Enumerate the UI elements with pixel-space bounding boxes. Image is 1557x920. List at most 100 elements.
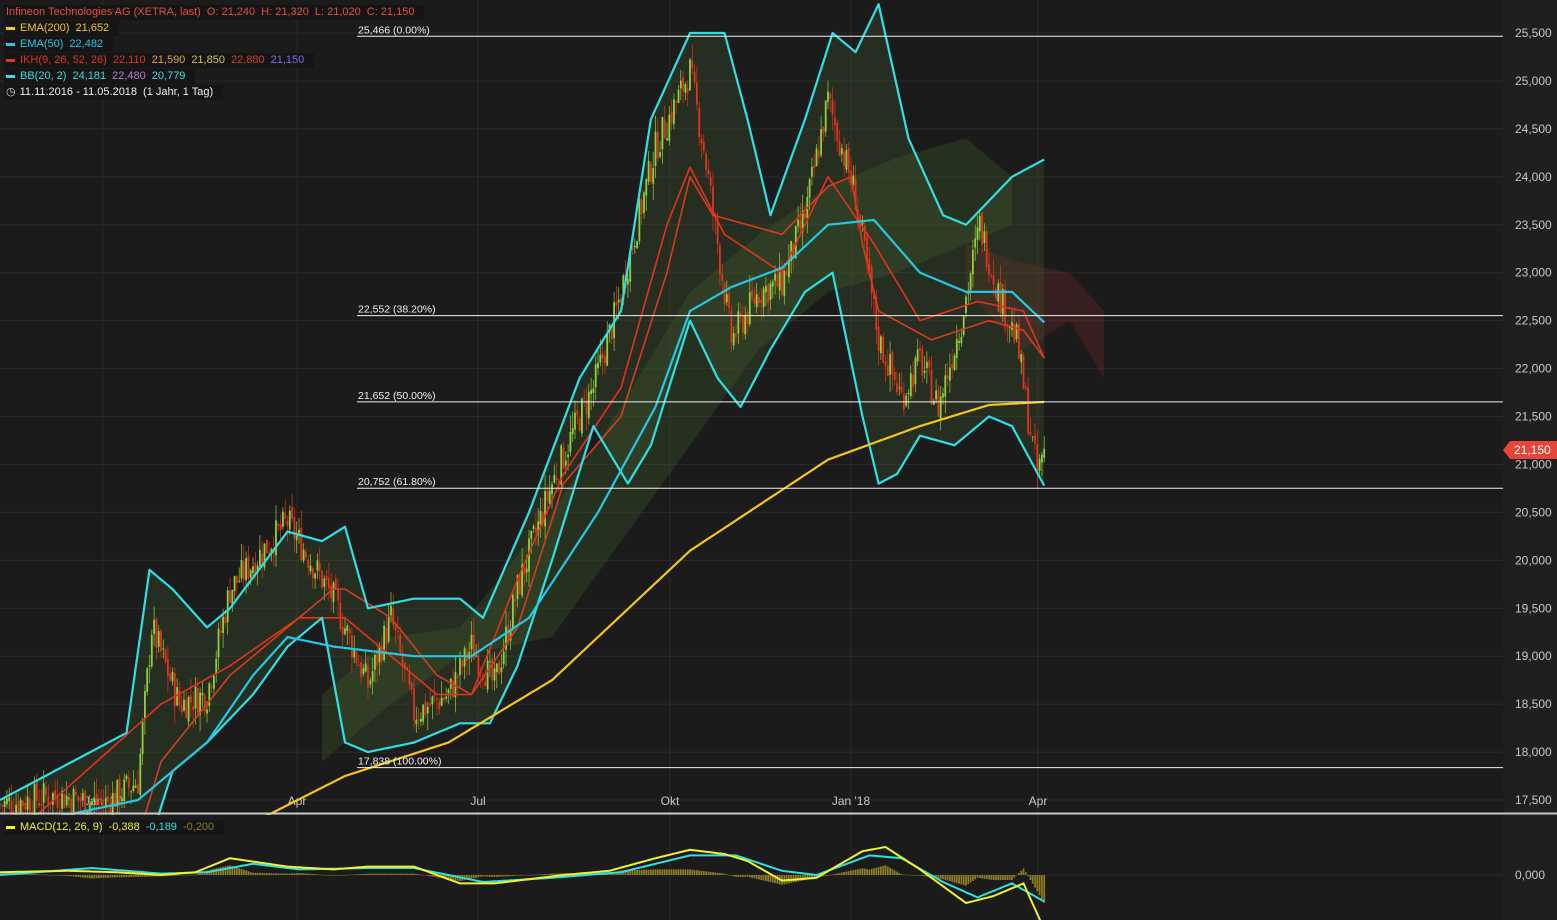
- macd-histogram-bar: [677, 869, 680, 875]
- fibonacci-label: 22,552 (38.20%): [358, 304, 436, 316]
- candle-body: [238, 580, 241, 582]
- candle-body: [100, 800, 103, 803]
- candle-body: [8, 797, 11, 801]
- macd-histogram-bar: [712, 872, 714, 875]
- macd-histogram-bar: [169, 875, 172, 876]
- candle-body: [0, 804, 1, 806]
- macd-histogram-bar: [838, 873, 841, 875]
- y-tick-label: 18,500: [1515, 697, 1552, 711]
- candle-body: [256, 565, 259, 573]
- macd-histogram-bar: [86, 875, 89, 879]
- macd-histogram-bar: [909, 874, 912, 876]
- macd-histogram-bar: [955, 875, 958, 884]
- candle-body: [949, 367, 951, 381]
- close-value: C: 21,150: [366, 6, 415, 18]
- candle-body: [1029, 431, 1032, 435]
- macd-histogram-bar: [491, 875, 494, 877]
- macd-histogram-bar: [242, 869, 245, 875]
- macd-histogram-bar: [546, 873, 549, 875]
- macd-histogram-bar: [406, 873, 408, 875]
- macd-histogram-bar: [180, 875, 183, 876]
- macd-histogram-bar: [215, 868, 218, 875]
- candle-body: [109, 802, 112, 816]
- candle-body: [567, 454, 569, 458]
- candle-body: [116, 779, 119, 807]
- candle-body: [429, 703, 431, 706]
- fibonacci-label: 21,652 (50.00%): [358, 390, 436, 402]
- candle-body: [585, 400, 588, 415]
- candle-body: [302, 549, 305, 561]
- macd-histogram-bar: [811, 875, 813, 879]
- candle-body: [282, 511, 284, 527]
- ema200-swatch-icon: [6, 26, 15, 30]
- candle-body: [224, 616, 227, 624]
- candle-body: [288, 510, 291, 530]
- candle-body: [760, 300, 763, 304]
- candle-body: [33, 783, 36, 816]
- candle-body: [22, 800, 24, 806]
- macd-histogram-bar: [675, 869, 678, 875]
- candle-body: [493, 668, 496, 681]
- candle-body: [346, 625, 349, 631]
- candle-body: [334, 578, 337, 589]
- macd-histogram-bar: [806, 875, 809, 880]
- candle-body: [893, 372, 896, 380]
- macd-histogram-bar: [217, 867, 220, 875]
- candle-body: [932, 400, 935, 405]
- macd-histogram-bar: [544, 874, 546, 875]
- y-tick-label: 21,500: [1515, 410, 1552, 424]
- macd-histogram-bar: [951, 875, 954, 882]
- candle-body: [811, 166, 813, 177]
- macd-histogram-bar: [905, 874, 908, 876]
- candle-body: [755, 294, 758, 308]
- macd-histogram-bar: [346, 874, 349, 876]
- macd-histogram-bar: [302, 873, 305, 875]
- candle-body: [886, 365, 889, 377]
- macd-histogram-bar: [551, 873, 553, 875]
- candle-body: [914, 357, 917, 385]
- candle-body: [502, 651, 505, 665]
- macd-histogram-bar: [760, 875, 763, 880]
- fibonacci-levels: 25,466 (0.00%) 22,552 (38.20%) 21,652 (50.…: [357, 24, 1503, 769]
- candle-body: [682, 77, 684, 92]
- candle-body: [728, 293, 730, 308]
- macd-histogram-bar: [762, 875, 765, 881]
- macd-histogram-bar: [449, 875, 452, 880]
- candle-body: [739, 312, 742, 315]
- candle-body: [942, 393, 944, 398]
- candle-body: [309, 565, 312, 572]
- candle-body: [778, 266, 781, 291]
- candle-body: [376, 651, 379, 666]
- candle-body: [470, 634, 473, 650]
- candle-body: [192, 706, 195, 711]
- candle-body: [622, 275, 625, 300]
- macd-histogram-bar: [900, 874, 903, 875]
- candle-body: [882, 336, 885, 363]
- candle-body: [935, 390, 937, 400]
- macd-histogram-bar: [383, 873, 385, 875]
- macd-histogram-bar: [445, 875, 448, 879]
- macd-histogram-bar: [268, 873, 270, 875]
- macd-histogram-bar: [988, 875, 990, 880]
- macd-histogram-bar: [229, 865, 231, 875]
- candle-body: [1018, 323, 1020, 359]
- candle-body: [420, 718, 422, 722]
- candle-body: [291, 506, 293, 519]
- candle-body: [1043, 448, 1046, 458]
- candle-body: [390, 605, 392, 616]
- candle-body: [898, 387, 901, 389]
- candle-body: [732, 333, 735, 346]
- candle-body: [988, 264, 990, 275]
- candle-body: [801, 210, 804, 232]
- macd-line: [0, 845, 1042, 920]
- candle-body: [357, 664, 360, 666]
- candle-body: [712, 186, 714, 214]
- macd-histogram-bar: [56, 875, 59, 876]
- candle-body: [571, 428, 574, 435]
- legend-ikh: IKH(9, 26, 52, 26) 22,110 21,590 21,850 22,8…: [4, 53, 315, 68]
- candle-body: [132, 785, 135, 791]
- macd-histogram-bar: [466, 875, 468, 880]
